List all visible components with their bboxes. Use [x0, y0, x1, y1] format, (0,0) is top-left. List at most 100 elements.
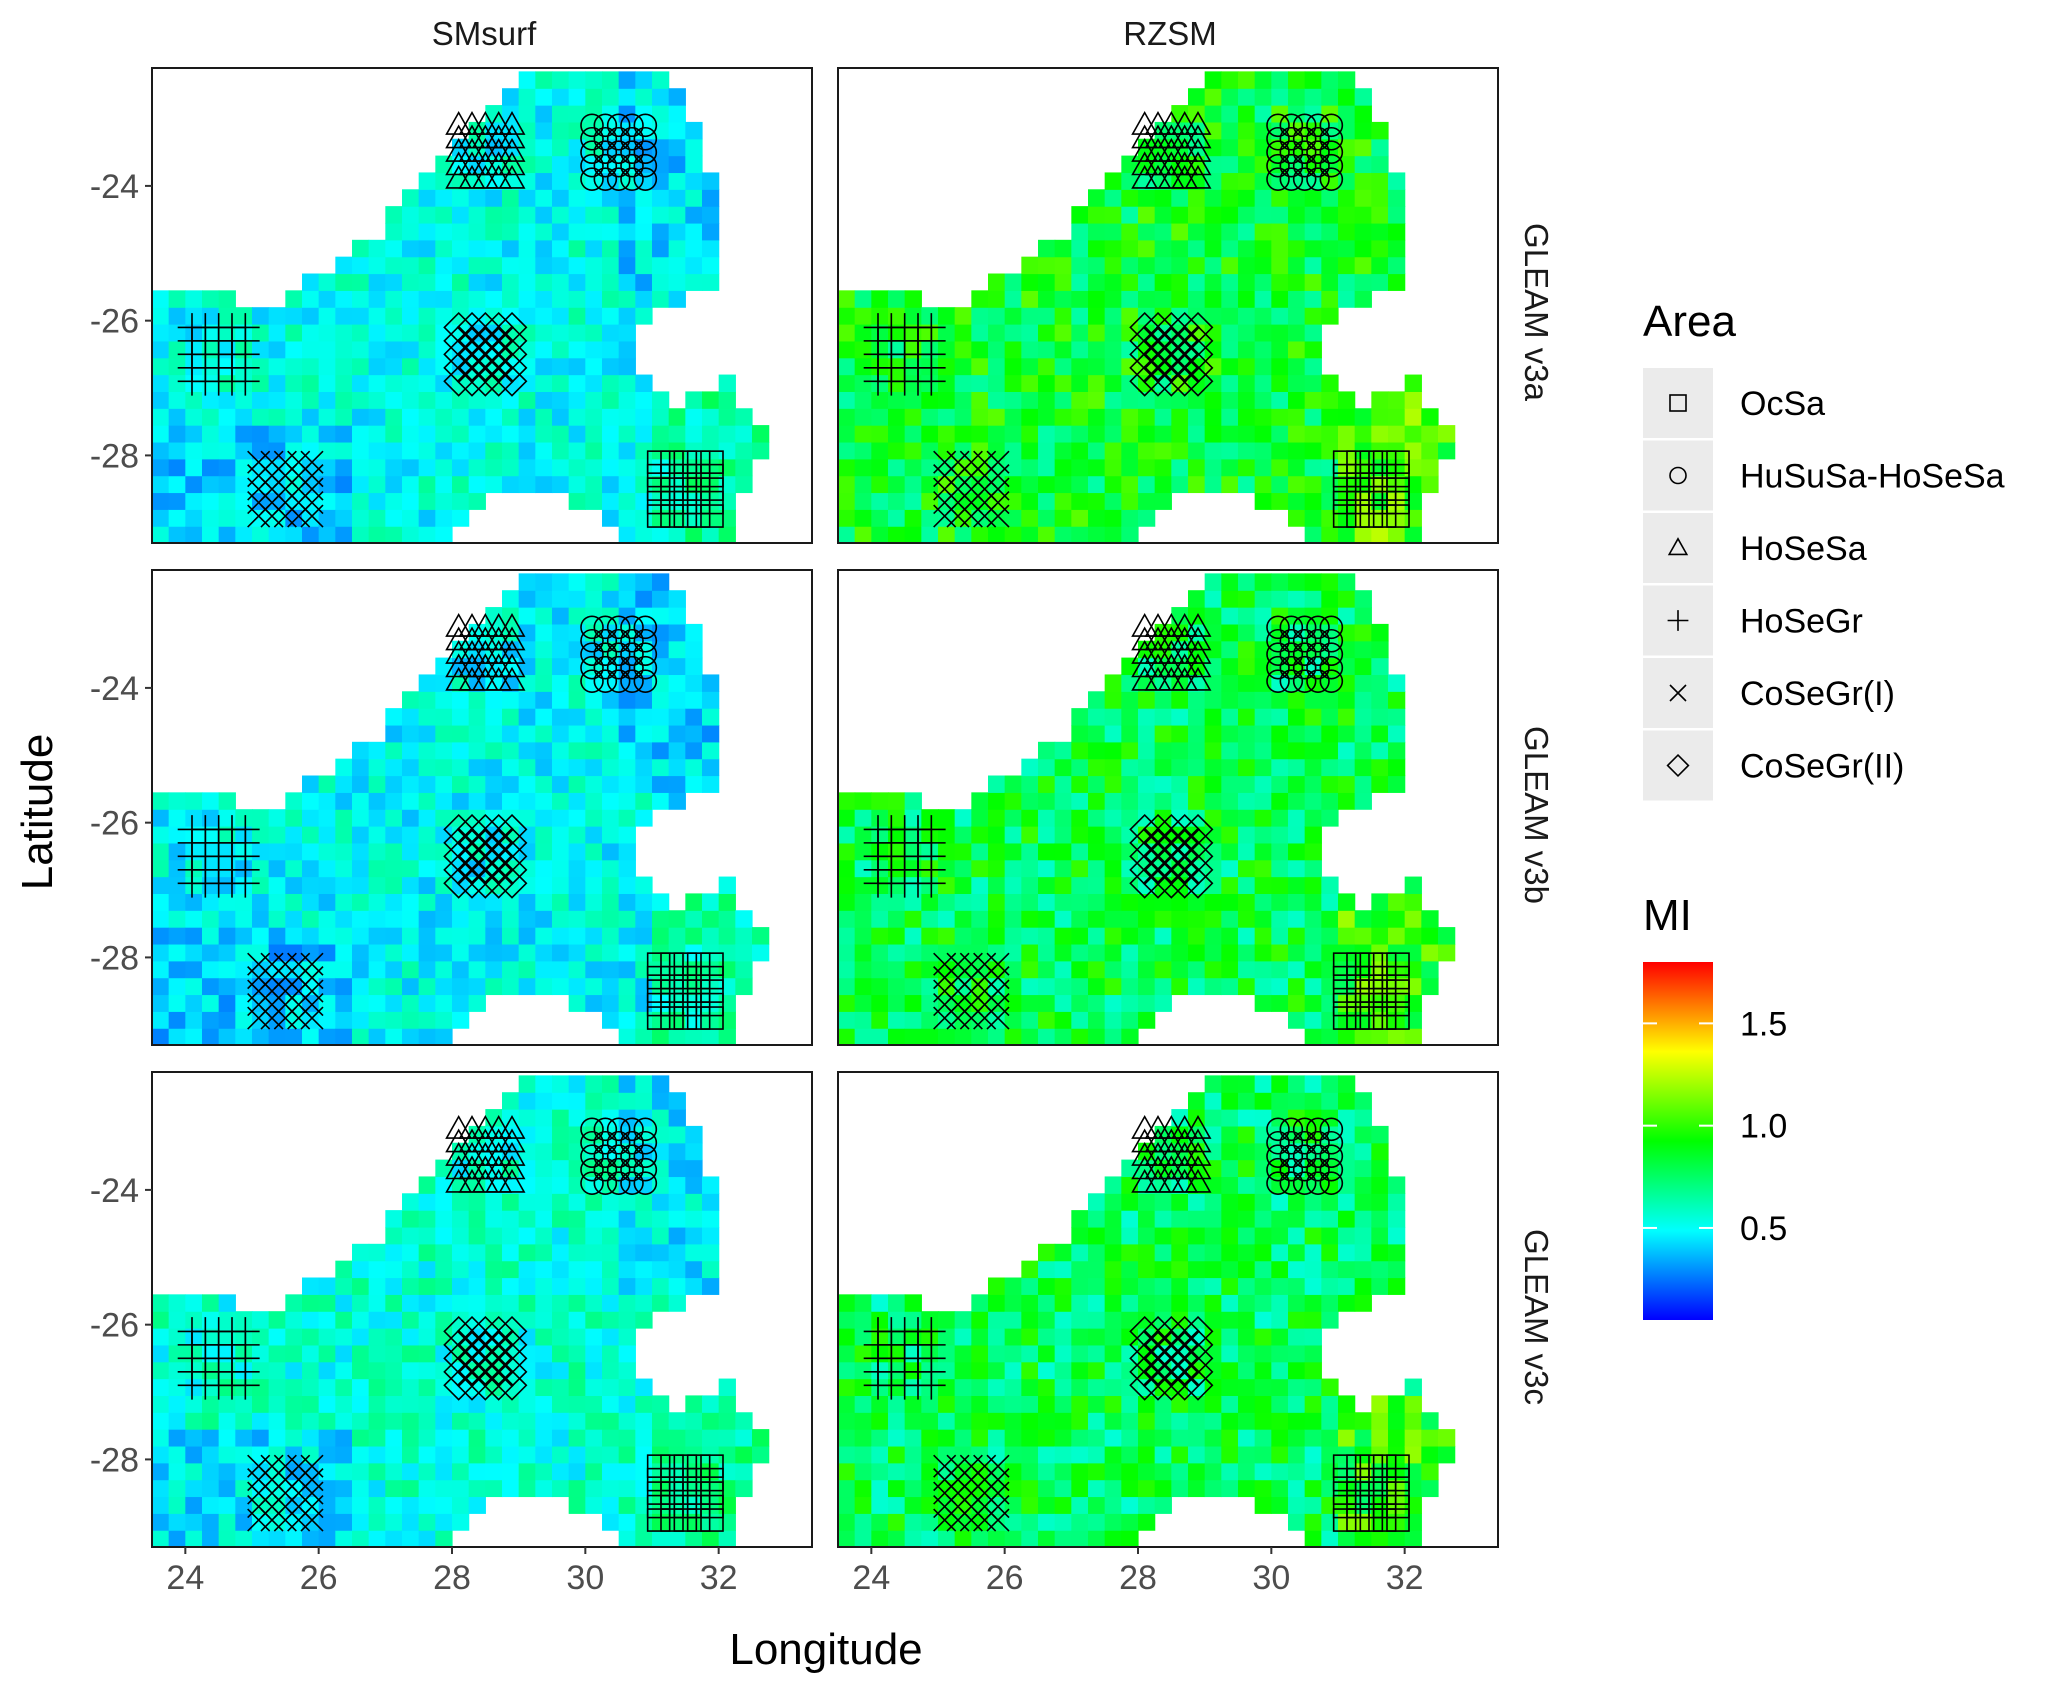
area-marker [1144, 626, 1172, 651]
mi-cell [368, 994, 386, 1012]
mi-cell [871, 826, 889, 844]
mi-cell [568, 960, 586, 979]
area-markers-cosegr-ii- [443, 813, 528, 899]
mi-cell [904, 1496, 922, 1514]
mi-cell [235, 1378, 253, 1396]
mi-cell [1321, 590, 1339, 608]
mi-cell [1054, 425, 1072, 443]
mi-cell [302, 290, 320, 308]
mi-cell [1288, 1011, 1306, 1029]
mi-cell [1238, 408, 1256, 426]
mi-cell [1354, 458, 1372, 477]
area-markers-hosegr [863, 313, 946, 396]
mi-cell [871, 1028, 889, 1046]
mi-cell [618, 273, 636, 291]
mi-cell [871, 475, 889, 494]
mi-cell [1304, 1429, 1322, 1447]
mi-cell [618, 408, 636, 426]
area-marker [1279, 669, 1304, 693]
mi-cell [1288, 1395, 1306, 1413]
mi-cell [218, 927, 236, 945]
area-markers-hosegr [177, 1317, 260, 1400]
area-marker [606, 642, 631, 667]
mi-cell [1321, 1496, 1339, 1514]
mi-cell [1254, 1344, 1272, 1363]
mi-cell [535, 943, 553, 962]
mi-cell [1338, 239, 1356, 258]
mi-cell [1204, 408, 1222, 426]
mi-cell [202, 809, 220, 827]
mi-cell [585, 876, 603, 894]
mi-cell [152, 1513, 170, 1531]
mi-cell [1254, 1260, 1272, 1279]
area-marker [498, 626, 526, 651]
mi-cell [1021, 927, 1039, 945]
mi-cell [602, 239, 620, 258]
mi-cell [585, 1361, 603, 1380]
mi-cell [1088, 1193, 1106, 1211]
mi-cell [1071, 458, 1089, 477]
area-marker [620, 113, 644, 138]
mi-cell [602, 324, 620, 342]
mi-cell [838, 307, 856, 325]
area-marker [620, 167, 644, 191]
mi-cell [602, 758, 620, 777]
mi-cell [268, 1395, 286, 1413]
area-marker [445, 137, 473, 162]
mi-cell [1038, 809, 1056, 827]
mi-cell [502, 441, 520, 460]
mi-cell [435, 1513, 453, 1531]
mi-cell [1021, 1479, 1039, 1498]
mi-cell [1288, 105, 1306, 123]
mi-cell [1038, 994, 1056, 1012]
mi-cell [1088, 492, 1106, 510]
area-marker [633, 126, 658, 151]
mi-cell [1188, 724, 1206, 743]
mi-cell [1171, 206, 1189, 224]
mi-cell [1254, 1311, 1272, 1329]
mi-cell [1038, 1328, 1056, 1346]
mi-cell [1038, 1243, 1056, 1262]
mi-cell [468, 1226, 486, 1245]
mi-cell [1271, 239, 1289, 258]
mi-cell [435, 256, 453, 275]
mi-cell [618, 290, 636, 308]
mi-cell [268, 374, 286, 392]
mi-cell [1054, 1395, 1072, 1413]
mi-cell [552, 1109, 570, 1127]
mi-cell [185, 1479, 203, 1498]
mi-cell [452, 657, 470, 676]
mi-cell [702, 1429, 720, 1447]
mi-cell [938, 876, 956, 894]
mi-cell [871, 859, 889, 878]
mi-cell [185, 842, 203, 861]
mi-cell [1421, 475, 1439, 494]
mi-cell [502, 408, 520, 426]
mi-cell [668, 792, 686, 810]
mi-cell [635, 492, 653, 510]
mi-cell [352, 374, 370, 392]
mi-cell [1154, 1429, 1172, 1447]
mi-cell [668, 1125, 686, 1144]
mi-cell [352, 408, 370, 426]
mi-cell [1321, 273, 1339, 291]
mi-cell [1154, 441, 1172, 460]
mi-cell [1171, 927, 1189, 945]
area-marker [496, 840, 528, 872]
mi-cell [1054, 977, 1072, 996]
mi-cell [352, 1513, 370, 1531]
mi-cell [302, 775, 320, 793]
mi-cell [735, 927, 753, 945]
mi-cell [1088, 1445, 1106, 1464]
mi-cell [652, 1260, 670, 1279]
mi-cell [152, 1011, 170, 1029]
mi-cell [552, 590, 570, 608]
mi-cell [1371, 1226, 1389, 1245]
mi-cell [518, 256, 536, 275]
mi-cell [752, 1429, 770, 1447]
mi-cell [168, 391, 186, 409]
mi-cell [938, 425, 956, 443]
mi-cell [352, 425, 370, 443]
mi-cell [552, 1193, 570, 1211]
area-marker [300, 1508, 324, 1532]
